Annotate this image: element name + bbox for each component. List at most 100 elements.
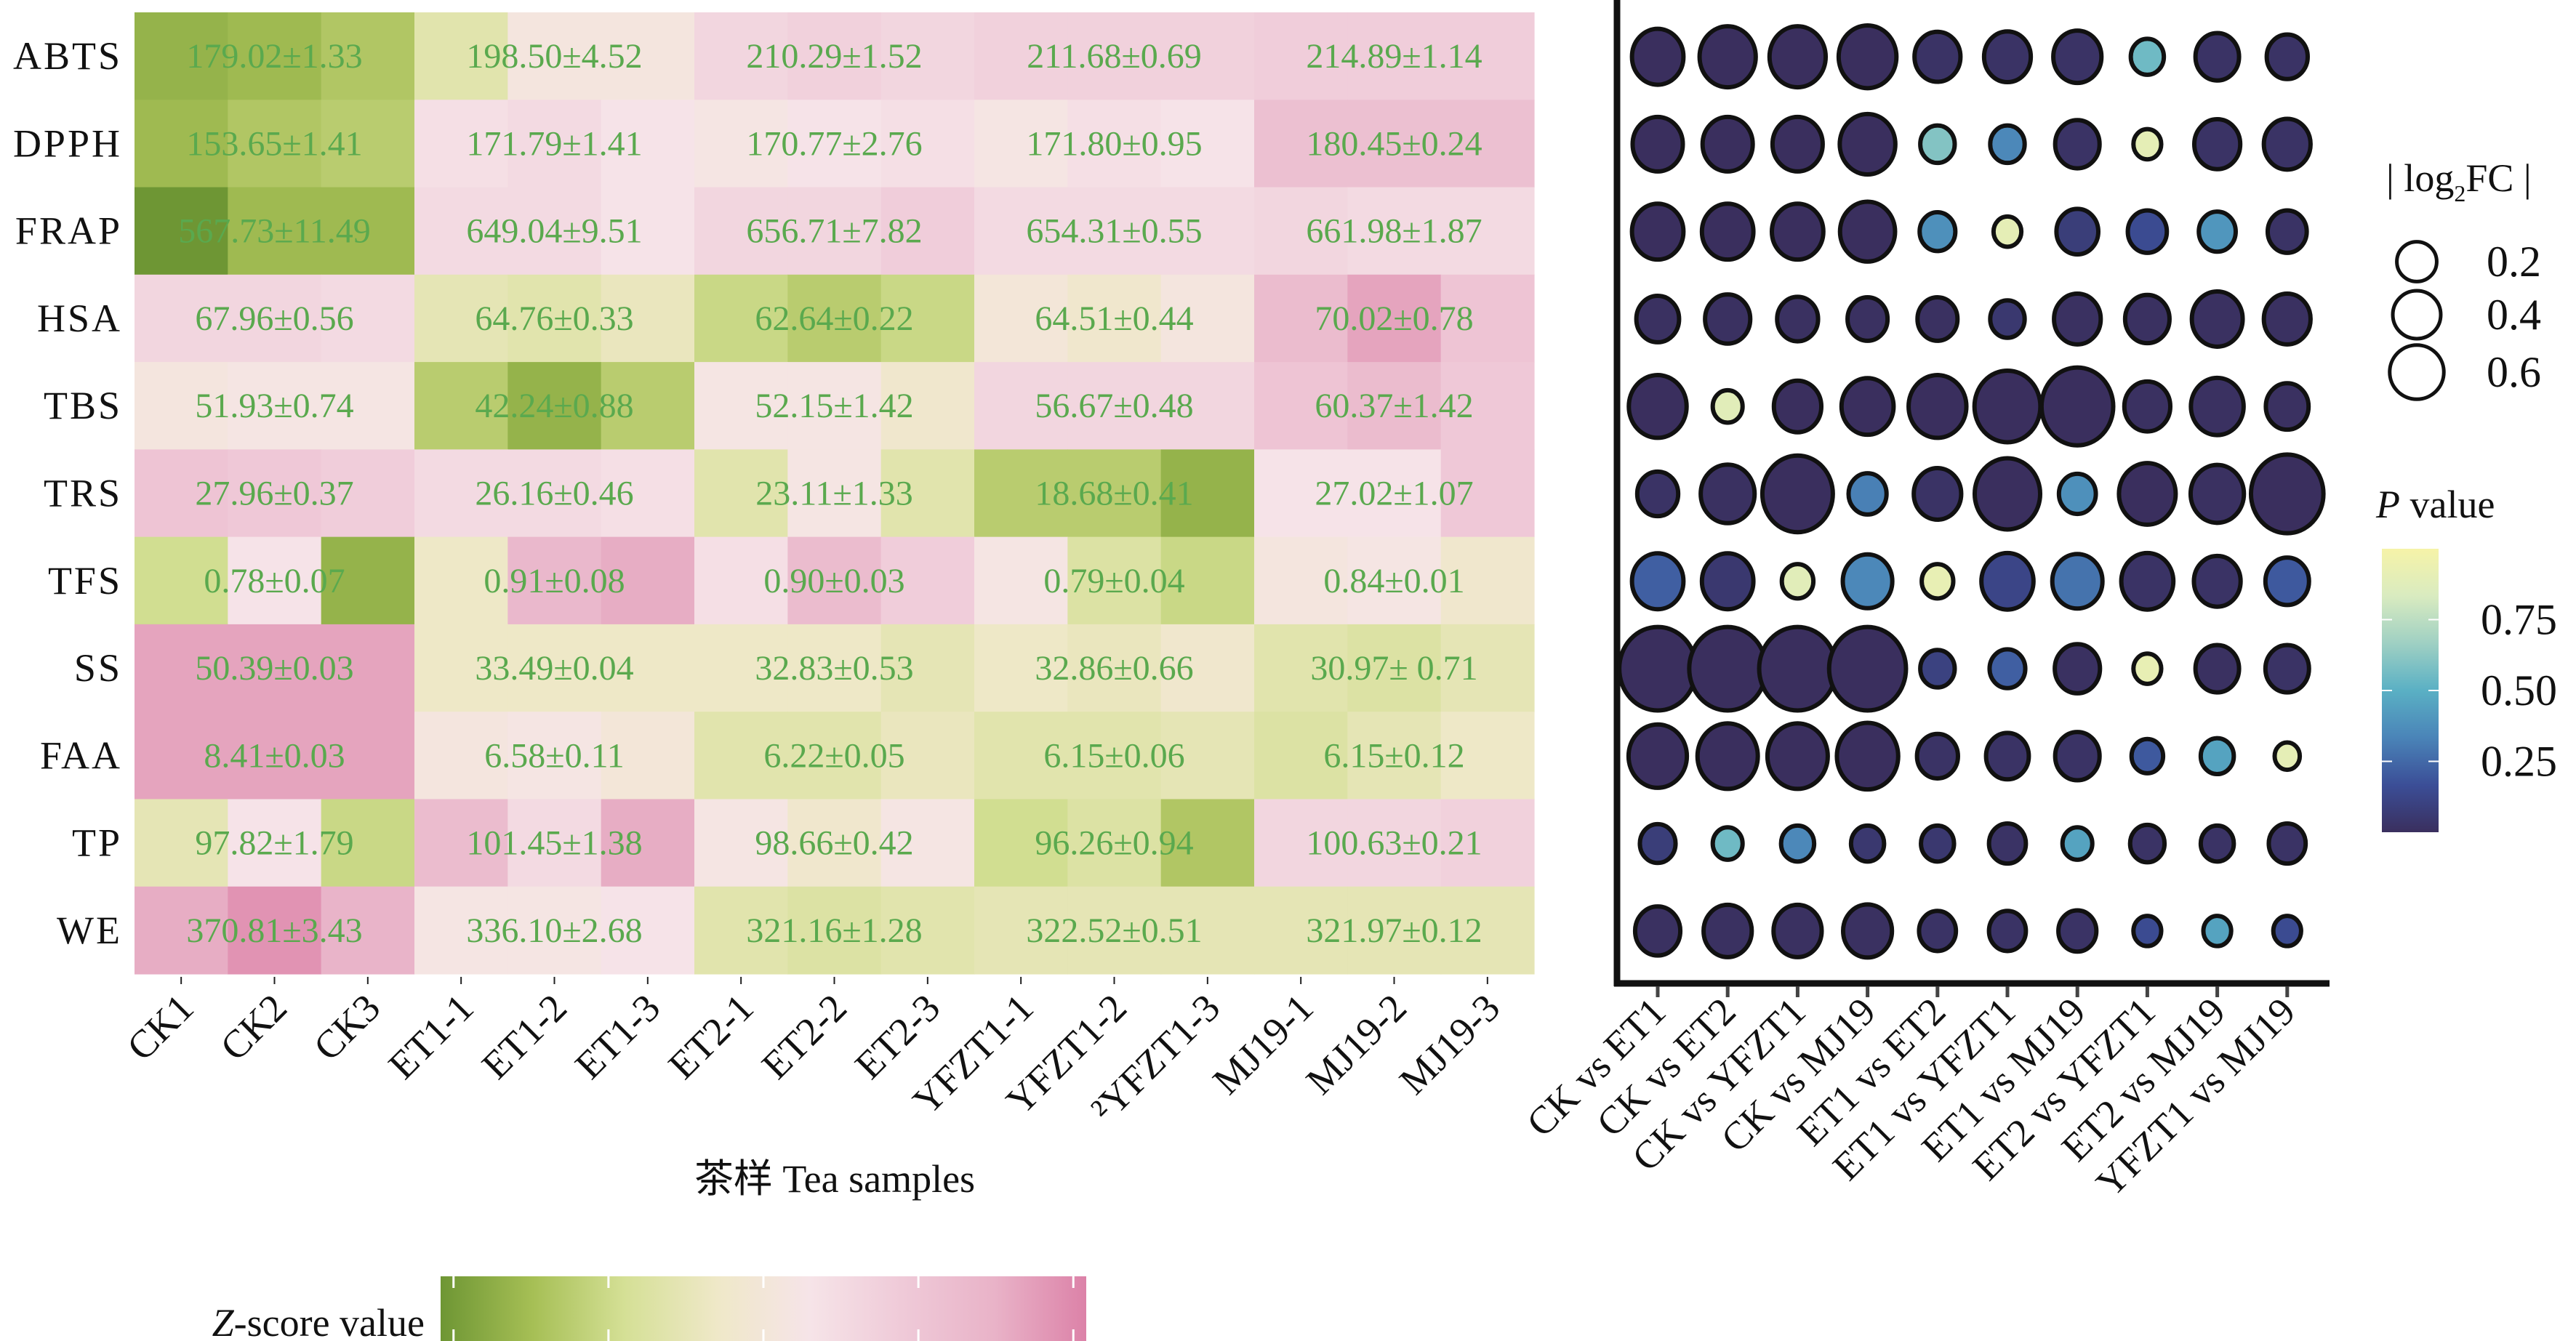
heatmap-cell [1347,886,1442,975]
bubble-plot-x-ticks [1656,986,2290,997]
bubble-dot [2127,822,2167,865]
heatmap-cell-label: 211.68±0.69 [1027,37,1202,76]
bubble-dot [1626,373,1689,440]
heatmap-cell [880,100,975,188]
heatmap-cell [1160,362,1255,450]
heatmap-cell [880,274,975,363]
heatmap-cell [414,536,508,625]
bubble-dot [1979,550,2036,612]
heatmap-cell [507,187,602,275]
bubble-dot [2125,208,2170,255]
heatmap-cell [694,712,788,800]
heatmap-cell [694,100,788,188]
heatmap-cell-label: 321.97±0.12 [1306,911,1482,950]
heatmap-cell [1347,712,1442,800]
heatmap-cell [135,449,228,538]
heatmap-cell [974,886,1068,975]
bubble-dot [2196,209,2238,254]
heatmap-cell [1160,187,1255,275]
heatmap-cell-label: 210.29±1.52 [746,37,922,76]
bubble-dot [2131,126,2164,162]
heatmap-cell [135,712,228,800]
bubble-dot [2039,365,2116,448]
bubble-dot [2052,291,2103,347]
heatmap-cell [321,536,415,625]
heatmap-cell-label: 42.24±0.88 [475,387,633,425]
bubble-dot [1917,909,1959,954]
heatmap-cell [507,712,602,800]
bubble-dot [1629,201,1686,262]
bubble-dot [1919,823,1957,864]
heatmap-cell [974,100,1068,188]
heatmap-cell [321,362,415,450]
pvalue-tick-label: 0.25 [2481,738,2557,786]
heatmap-cell [1160,12,1255,100]
bubble-dot [1837,111,1898,177]
heatmap-cell [1440,274,1535,363]
bubble-dot [2266,821,2308,866]
bubble-dot [1846,471,1889,517]
heatmap-cell [135,536,228,625]
heatmap-cell [974,12,1068,100]
heatmap-cell-label: 64.76±0.33 [475,299,633,338]
heatmap-cell [1440,712,1535,800]
heatmap-row-label: TBS [44,384,122,427]
bubble-dot [2193,31,2242,83]
log2fc-legend-circle [2391,289,2443,341]
heatmap-x-axis-title: 茶样 Tea samples [694,1157,975,1201]
heatmap-cell [694,187,788,275]
log2fc-size-legend: | log2FC | 0.2 0.4 0.6 [2386,156,2541,401]
heatmap-cell [228,712,322,800]
heatmap-row-label: FRAP [15,209,122,253]
heatmap-cell [321,187,415,275]
bubble-dot [1836,23,1899,91]
bubble-dot [2263,555,2311,608]
heatmap-cell [135,274,228,363]
bubble-dot [2053,642,2103,696]
heatmap-cell [974,536,1068,625]
bubble-dot [1697,24,1758,90]
bubble-dot [1770,114,1825,174]
bubble-dot [1626,722,1690,790]
heatmap-cell-label: 6.15±0.06 [1043,736,1184,775]
bubble-dot [1629,26,1686,87]
heatmap-cell [787,274,882,363]
heatmap-column-label: ET1-1 [380,986,482,1087]
bubble-dot [1775,294,1821,344]
bubble-dot [1637,821,1678,866]
log2fc-legend-items: 0.2 0.4 0.6 [2388,238,2541,401]
heatmap-cell [1067,799,1162,887]
heatmap-cell [694,799,788,887]
heatmap-cell [601,712,695,800]
heatmap-cell [414,886,508,975]
log2fc-legend-label: 0.2 [2487,238,2541,286]
bubble-dot [1911,466,1964,522]
heatmap-cell [1347,624,1442,712]
heatmap-cell [321,449,415,538]
heatmap-cell [601,799,695,887]
bubble-dot [1695,721,1760,792]
bubble-dot [2263,643,2311,695]
bubble-dot [1757,624,1839,713]
pvalue-legend-title-rest: value [2400,483,2495,526]
zscore-legend: Z-score value [212,1276,1086,1341]
bubble-dot [2261,291,2313,347]
heatmap-cell [228,624,322,712]
heatmap-cell [1160,886,1255,975]
heatmap-cell-label: 51.93±0.74 [195,387,353,425]
bubble-dot [1988,298,2027,340]
heatmap-cell [694,449,788,538]
heatmap-cell [1440,100,1535,188]
heatmap-cell [321,799,415,887]
heatmap-cell [1067,712,1162,800]
heatmap-cell [507,12,602,100]
heatmap-cell [507,536,602,625]
heatmap-column-label: MJ19-1 [1204,986,1321,1103]
heatmap-cell [1440,12,1535,100]
heatmap-cell [135,362,228,450]
heatmap-cell [1347,12,1442,100]
heatmap-cell [880,449,975,538]
heatmap-cell [414,449,508,538]
heatmap-cell-label: 26.16±0.46 [475,475,633,513]
